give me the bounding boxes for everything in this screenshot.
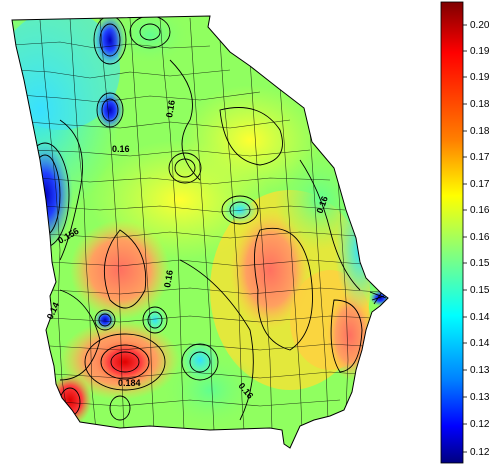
colorbar-tick-label: 0.16 xyxy=(470,232,490,243)
colorbar-tick-label: 0.13 xyxy=(470,392,490,403)
colorbar-tick-label: 0.13 xyxy=(470,365,490,376)
colorbar-tick-label: 0.12 xyxy=(470,419,490,430)
contour-label: 0.16 xyxy=(112,144,130,154)
state-outline xyxy=(11,15,389,449)
colorbar-tick-label: 0.15 xyxy=(470,285,490,296)
colorbar-tick-label: 0.14 xyxy=(470,338,490,349)
georgia-surface xyxy=(12,16,388,448)
colorbar-tick-label: 0.17 xyxy=(470,179,490,190)
colorbar-gradient xyxy=(440,1,464,464)
colorbar-tick-label: 0.19 xyxy=(470,72,490,83)
colorbar-ticks: 0.20 0.19 0.19 0.18 0.18 0.17 0.17 0.16 … xyxy=(470,20,490,458)
colorbar-tick-marks xyxy=(463,24,467,453)
colorbar-tick-label: 0.12 xyxy=(470,447,490,458)
county-boundaries xyxy=(12,17,381,431)
colorbar: 0.20 0.19 0.19 0.18 0.18 0.17 0.17 0.16 … xyxy=(440,1,490,464)
contour-label: 0.16 xyxy=(164,99,177,118)
colorbar-tick-label: 0.17 xyxy=(470,152,490,163)
colorbar-tick-label: 0.18 xyxy=(470,99,490,110)
colorbar-tick-label: 0.19 xyxy=(470,46,490,57)
colorbar-tick-label: 0.15 xyxy=(470,258,490,269)
colorbar-tick-label: 0.14 xyxy=(470,312,490,323)
colorbar-tick-label: 0.20 xyxy=(470,20,490,31)
contour-label: 0.184 xyxy=(118,378,141,388)
colorbar-tick-label: 0.18 xyxy=(470,126,490,137)
colorbar-tick-label: 0.16 xyxy=(470,205,490,216)
contour-label: 0.16 xyxy=(162,269,175,288)
